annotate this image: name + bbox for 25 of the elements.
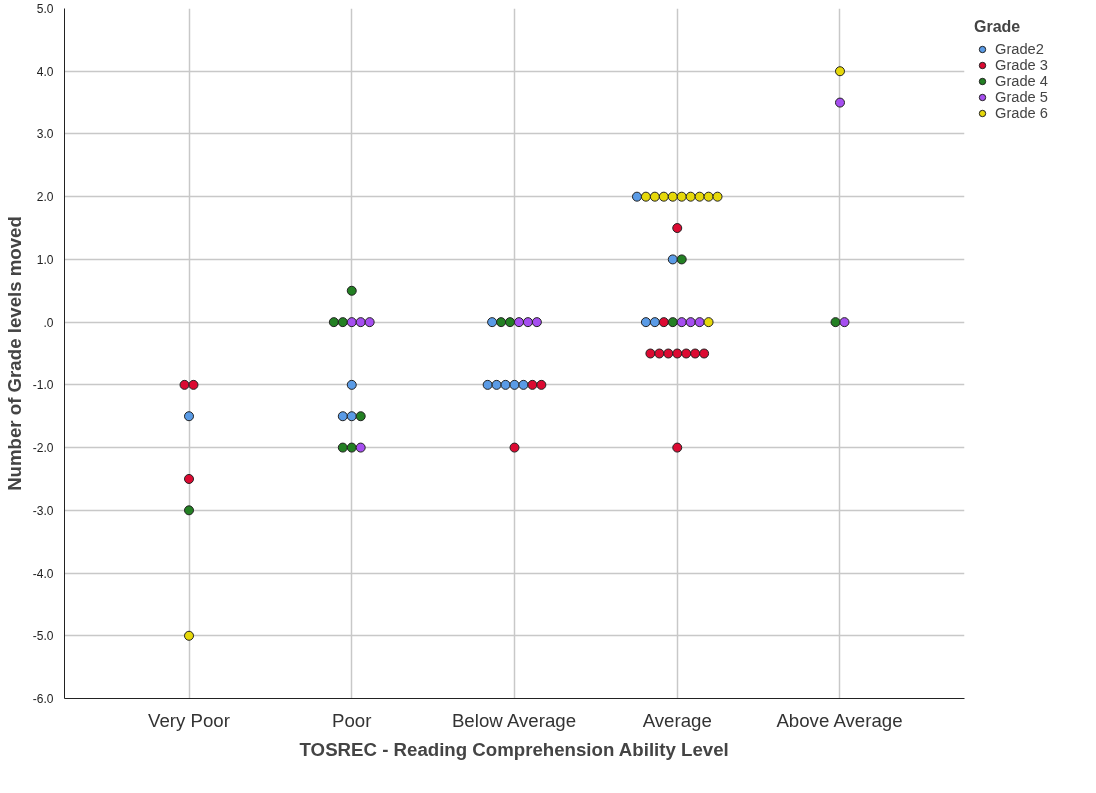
y-tick-label: 5.0: [36, 2, 54, 16]
x-axis-title: TOSREC - Reading Comprehension Ability Level: [299, 738, 729, 760]
legend-label: Grade 6: [995, 105, 1048, 121]
legend-label: Grade 4: [995, 73, 1048, 89]
legend-title: Grade: [974, 18, 1022, 36]
legend-label: Grade2: [995, 41, 1044, 57]
y-tick-label: 4.0: [36, 64, 54, 79]
x-tick-label: Above Average: [776, 709, 903, 731]
y-tick-label: 2.0: [36, 190, 54, 205]
x-tick-label: Average: [642, 709, 712, 731]
y-tick-label: -2.0: [32, 441, 54, 456]
y-tick-label: -5.0: [32, 629, 54, 644]
y-tick-label: 1.0: [36, 252, 54, 267]
x-tick-label: Poor: [332, 709, 372, 731]
y-tick-label: 3.0: [36, 127, 54, 142]
legend-label: Grade 5: [995, 89, 1048, 105]
y-axis-title: Number of Grade levels moved: [3, 216, 25, 491]
y-tick-label: -6.0: [32, 692, 54, 706]
y-tick-label: -1.0: [32, 378, 54, 393]
y-tick-label: -3.0: [32, 503, 54, 518]
x-tick-label: Below Average: [451, 709, 577, 731]
y-tick-label: -4.0: [32, 566, 54, 581]
legend-label: Grade 3: [995, 57, 1048, 73]
x-tick-label: Very Poor: [148, 709, 230, 731]
y-tick-label: .0: [43, 315, 54, 330]
